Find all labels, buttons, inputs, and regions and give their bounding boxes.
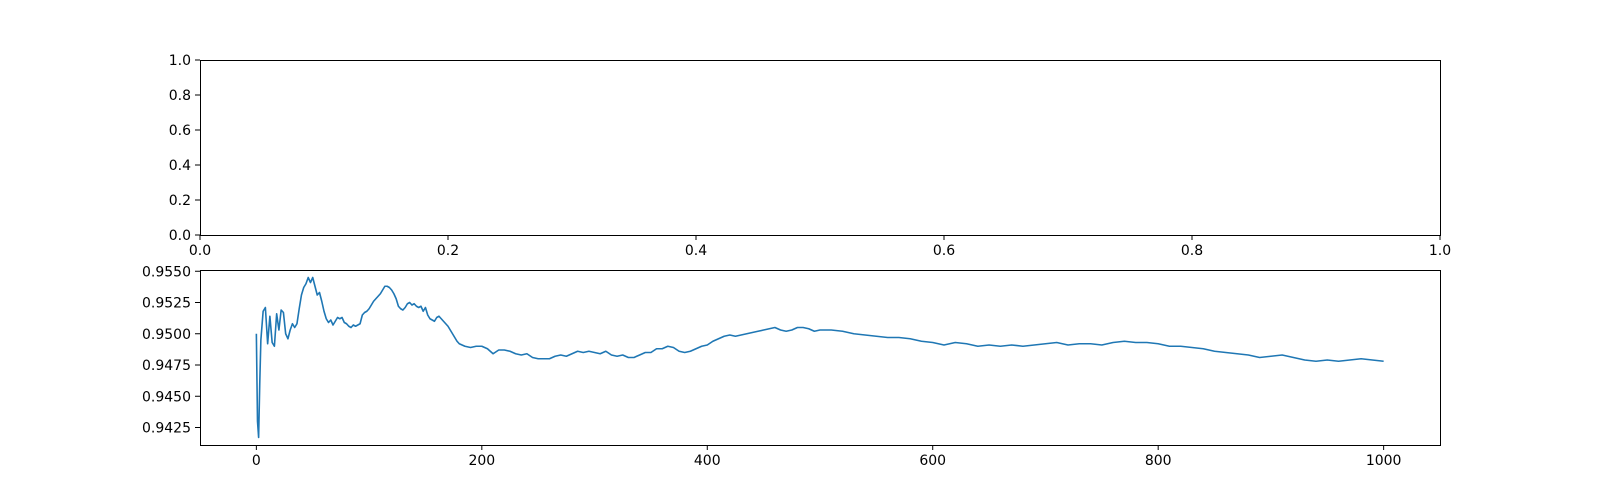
top-axes-frame bbox=[200, 60, 1441, 236]
bottom-x-tick-label: 200 bbox=[468, 453, 495, 469]
top-x-tick-label: 0.2 bbox=[437, 243, 459, 259]
top-x-tick-label: 0.4 bbox=[685, 243, 707, 259]
top-y-tick-label: 0.0 bbox=[169, 228, 191, 244]
bottom-y-tick-label: 0.9425 bbox=[142, 421, 191, 437]
top-y-tick-label: 1.0 bbox=[169, 53, 191, 69]
bottom-x-tick-label: 800 bbox=[1145, 453, 1172, 469]
series-line bbox=[255, 276, 1384, 439]
bottom-x-tick-label: 0 bbox=[252, 453, 261, 469]
bottom-x-tick-label: 600 bbox=[919, 453, 946, 469]
bottom-axes-frame bbox=[200, 270, 1441, 446]
bottom-y-tick-label: 0.9550 bbox=[142, 264, 191, 280]
bottom-y-tick-label: 0.9450 bbox=[142, 389, 191, 405]
bottom-x-ticks: 0 200 400 600 800 1000 bbox=[252, 445, 1402, 469]
top-y-tick-label: 0.2 bbox=[169, 193, 191, 209]
top-x-tick-label: 0.0 bbox=[189, 243, 211, 259]
top-x-ticks: 0.0 0.2 0.4 0.6 0.8 1.0 bbox=[189, 235, 1451, 259]
top-y-tick-label: 0.8 bbox=[169, 88, 191, 104]
top-y-tick-label: 0.6 bbox=[169, 123, 191, 139]
bottom-x-tick-label: 1000 bbox=[1366, 453, 1402, 469]
top-y-ticks: 0.0 0.2 0.4 0.6 0.8 1.0 bbox=[169, 53, 200, 244]
top-x-tick-label: 0.8 bbox=[1181, 243, 1203, 259]
bottom-y-tick-label: 0.9525 bbox=[142, 296, 191, 312]
bottom-y-tick-label: 0.9475 bbox=[142, 358, 191, 374]
top-x-tick-label: 1.0 bbox=[1429, 243, 1451, 259]
bottom-x-tick-label: 400 bbox=[694, 453, 721, 469]
top-x-tick-label: 0.6 bbox=[933, 243, 955, 259]
top-axes: 0.0 0.2 0.4 0.6 0.8 1.0 0.0 0.2 0.4 0.6 0.8 1.0 bbox=[169, 53, 1451, 259]
top-y-tick-label: 0.4 bbox=[169, 158, 191, 174]
bottom-y-ticks: 0.9425 0.9450 0.9475 0.9500 0.9525 0.9550 bbox=[142, 264, 200, 437]
bottom-axes: 0 200 400 600 800 1000 0.9425 0.9450 0.9475 0.95… bbox=[142, 264, 1441, 469]
bottom-y-tick-label: 0.9500 bbox=[142, 327, 191, 343]
